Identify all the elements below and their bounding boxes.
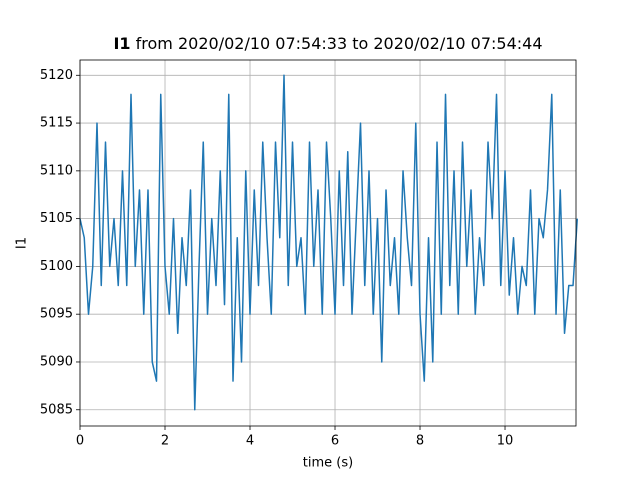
y-tick-label: 5115 (40, 116, 73, 131)
x-tick-label: 6 (331, 434, 339, 449)
x-tick-label: 4 (246, 434, 254, 449)
y-axis-label: I1 (15, 237, 30, 249)
y-tick-label: 5100 (40, 259, 73, 274)
x-axis-label: time (s) (303, 456, 353, 471)
y-tick-label: 5110 (40, 163, 73, 178)
x-tick-label: 0 (76, 434, 84, 449)
x-tick-label: 8 (416, 434, 424, 449)
title-series: I1 (113, 34, 130, 53)
plot-frame (79, 59, 577, 427)
y-tick-label: 5095 (40, 307, 73, 322)
title-range: from 2020/02/10 07:54:33 to 2020/02/10 0… (131, 34, 543, 53)
y-tick-label: 5090 (40, 354, 73, 369)
chart-title: I1 from 2020/02/10 07:54:33 to 2020/02/1… (113, 34, 542, 53)
y-tick-label: 5120 (40, 68, 73, 83)
x-tick-label: 2 (161, 434, 169, 449)
y-tick-label: 5105 (40, 211, 73, 226)
x-tick-label: 10 (497, 434, 514, 449)
y-tick-label: 5085 (40, 402, 73, 417)
data-line (79, 74, 579, 411)
